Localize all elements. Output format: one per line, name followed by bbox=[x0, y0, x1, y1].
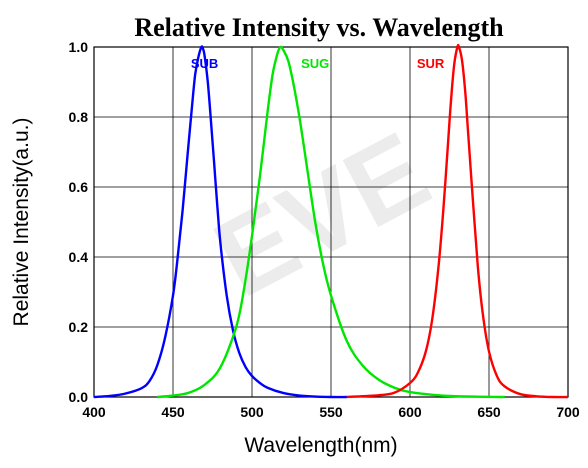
y-tick-label: 0.4 bbox=[69, 249, 89, 265]
chart-title: Relative Intensity vs. Wavelength bbox=[134, 13, 504, 42]
x-tick-label: 400 bbox=[82, 404, 106, 420]
x-axis-label: Wavelength(nm) bbox=[244, 434, 397, 457]
series-label-sub: SUB bbox=[191, 56, 218, 71]
series-line-sug bbox=[157, 45, 505, 399]
series-group bbox=[93, 43, 569, 399]
grid bbox=[93, 46, 569, 398]
y-axis-label: Relative Intensity(a.u.) bbox=[10, 118, 33, 327]
y-tick-label: 0.2 bbox=[69, 319, 89, 335]
x-tick-label: 600 bbox=[398, 404, 422, 420]
x-tick-label: 550 bbox=[319, 404, 343, 420]
x-tick-label: 650 bbox=[477, 404, 501, 420]
series-line-sub bbox=[93, 45, 347, 399]
y-tick-label: 0.6 bbox=[69, 179, 89, 195]
y-tick-label: 0.8 bbox=[69, 109, 89, 125]
series-labels: SUB SUG SUR bbox=[191, 56, 445, 71]
x-tick-label: 450 bbox=[161, 404, 185, 420]
series-line-sur bbox=[346, 43, 569, 399]
series-label-sur: SUR bbox=[417, 56, 445, 71]
x-tick-label: 700 bbox=[556, 404, 580, 420]
x-tick-label: 500 bbox=[240, 404, 264, 420]
tick-labels: 400 450 500 550 600 650 700 0.0 0.2 0.4 0.6 0.8 1.0 bbox=[69, 39, 580, 420]
y-tick-label: 1.0 bbox=[69, 39, 89, 55]
y-tick-label: 0.0 bbox=[69, 389, 89, 405]
series-label-sug: SUG bbox=[301, 56, 329, 71]
